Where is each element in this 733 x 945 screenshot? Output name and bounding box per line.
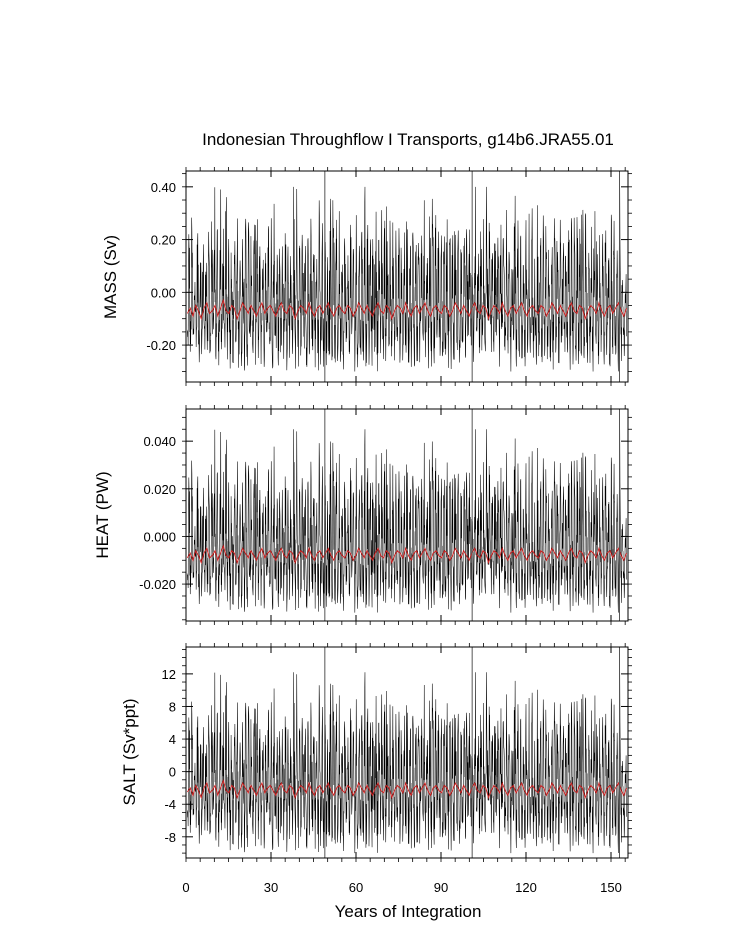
mass-ytick-label-0: 0.40 (151, 180, 176, 195)
mass-ytick-label-3: -0.20 (146, 338, 176, 353)
xtick-label-5: 150 (600, 880, 622, 895)
chart-title: Indonesian Throughflow I Transports, g14… (202, 130, 614, 149)
mass-ytick-label-1: 0.20 (151, 233, 176, 248)
salt-ylabel: SALT (Sv*ppt) (120, 698, 139, 805)
heat-annual-line (186, 544, 628, 565)
salt-panel: SALT (Sv*ppt) 12 8 4 0 -4 -8 (120, 643, 632, 862)
xtick-label-2: 60 (349, 880, 363, 895)
x-axis-label: Years of Integration (335, 902, 482, 921)
heat-ytick-label-1: 0.020 (143, 482, 176, 497)
mass-monthly-line (187, 186, 627, 372)
salt-ytick-label-2: 4 (169, 732, 176, 747)
heat-ylabel: HEAT (PW) (93, 471, 112, 558)
mass-panel: MASS (Sv) 0.40 0.20 0.00 -0.20 (101, 167, 632, 386)
salt-frame (185, 646, 629, 859)
salt-ytick-label-4: -4 (164, 797, 176, 812)
xtick-label-1: 30 (264, 880, 278, 895)
salt-ytick-label-3: 0 (169, 765, 176, 780)
salt-ytick-label-0: 12 (162, 667, 176, 682)
xtick-label-3: 90 (434, 880, 448, 895)
heat-ytick-label-0: 0.040 (143, 434, 176, 449)
mass-ylabel: MASS (Sv) (101, 235, 120, 319)
xtick-label-4: 120 (515, 880, 537, 895)
xtick-label-0: 0 (182, 880, 189, 895)
salt-ytick-label-5: -8 (164, 830, 176, 845)
x-axis: 0 30 60 90 120 150 (182, 880, 621, 895)
heat-panel: HEAT (PW) 0.040 0.020 0.000 -0.020 (93, 405, 632, 625)
heat-frame (185, 408, 629, 622)
heat-monthly-line (187, 429, 627, 613)
mass-frame (185, 170, 629, 383)
salt-monthly-line (187, 672, 627, 854)
heat-ytick-label-2: 0.000 (143, 529, 176, 544)
mass-annual-line (186, 298, 628, 321)
heat-ytick-label-3: -0.020 (139, 577, 176, 592)
salt-ytick-label-1: 8 (169, 699, 176, 714)
salt-annual-line (187, 779, 628, 800)
mass-ytick-label-2: 0.00 (151, 285, 176, 300)
